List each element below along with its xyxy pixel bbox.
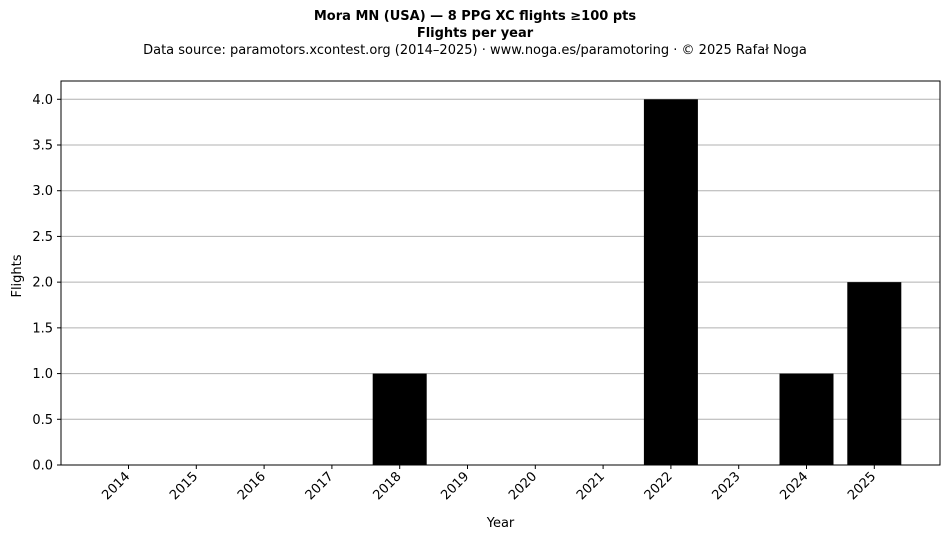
y-tick-label: 1.0 — [32, 367, 53, 382]
plot-frame — [60, 80, 941, 466]
chart-source-note: Data source: paramotors.xcontest.org (20… — [143, 43, 807, 58]
x-tick-label: 2025 — [845, 469, 879, 503]
x-tick-label: 2019 — [438, 469, 472, 503]
chart-subtitle: Flights per year — [416, 26, 534, 41]
bar-2025 — [847, 282, 902, 465]
y-tick-label: 3.0 — [32, 184, 53, 199]
bar-2022 — [643, 99, 698, 466]
y-tick-label: 2.0 — [32, 276, 53, 291]
x-tick-label: 2015 — [167, 469, 201, 503]
y-tick-label: 4.0 — [32, 93, 53, 108]
x-axis-label: Year — [486, 516, 515, 531]
y-tick-label: 0.0 — [32, 459, 53, 474]
x-axis: 2014 2015 2016 2017 2018 2019 2020 2021 2022 2023… — [99, 465, 879, 503]
y-tick-label: 0.5 — [32, 413, 53, 428]
y-axis-label: Flights — [10, 254, 25, 297]
chart-title: Mora MN (USA) — 8 PPG XC flights ≥100 pt… — [313, 9, 637, 24]
bar-2018 — [372, 373, 427, 465]
x-tick-label: 2024 — [777, 469, 811, 503]
y-axis: 0.0 0.5 1.0 1.5 2.0 2.5 3.0 3.5 4.0 — [32, 93, 61, 474]
chart-titles: Mora MN (USA) — 8 PPG XC flights ≥100 pt… — [0, 8, 950, 59]
x-tick-label: 2017 — [303, 469, 337, 503]
y-tick-label: 2.5 — [32, 230, 53, 245]
y-tick-label: 3.5 — [32, 139, 53, 154]
x-tick-label: 2018 — [371, 469, 405, 503]
x-tick-label: 2016 — [235, 469, 269, 503]
bars — [372, 99, 902, 466]
x-tick-label: 2023 — [710, 469, 744, 503]
x-tick-label: 2022 — [642, 469, 676, 503]
x-tick-label: 2021 — [574, 469, 608, 503]
y-tick-label: 1.5 — [32, 321, 53, 336]
x-tick-label: 2020 — [506, 469, 540, 503]
bar-2024 — [779, 373, 834, 465]
x-tick-label: 2014 — [99, 469, 133, 503]
